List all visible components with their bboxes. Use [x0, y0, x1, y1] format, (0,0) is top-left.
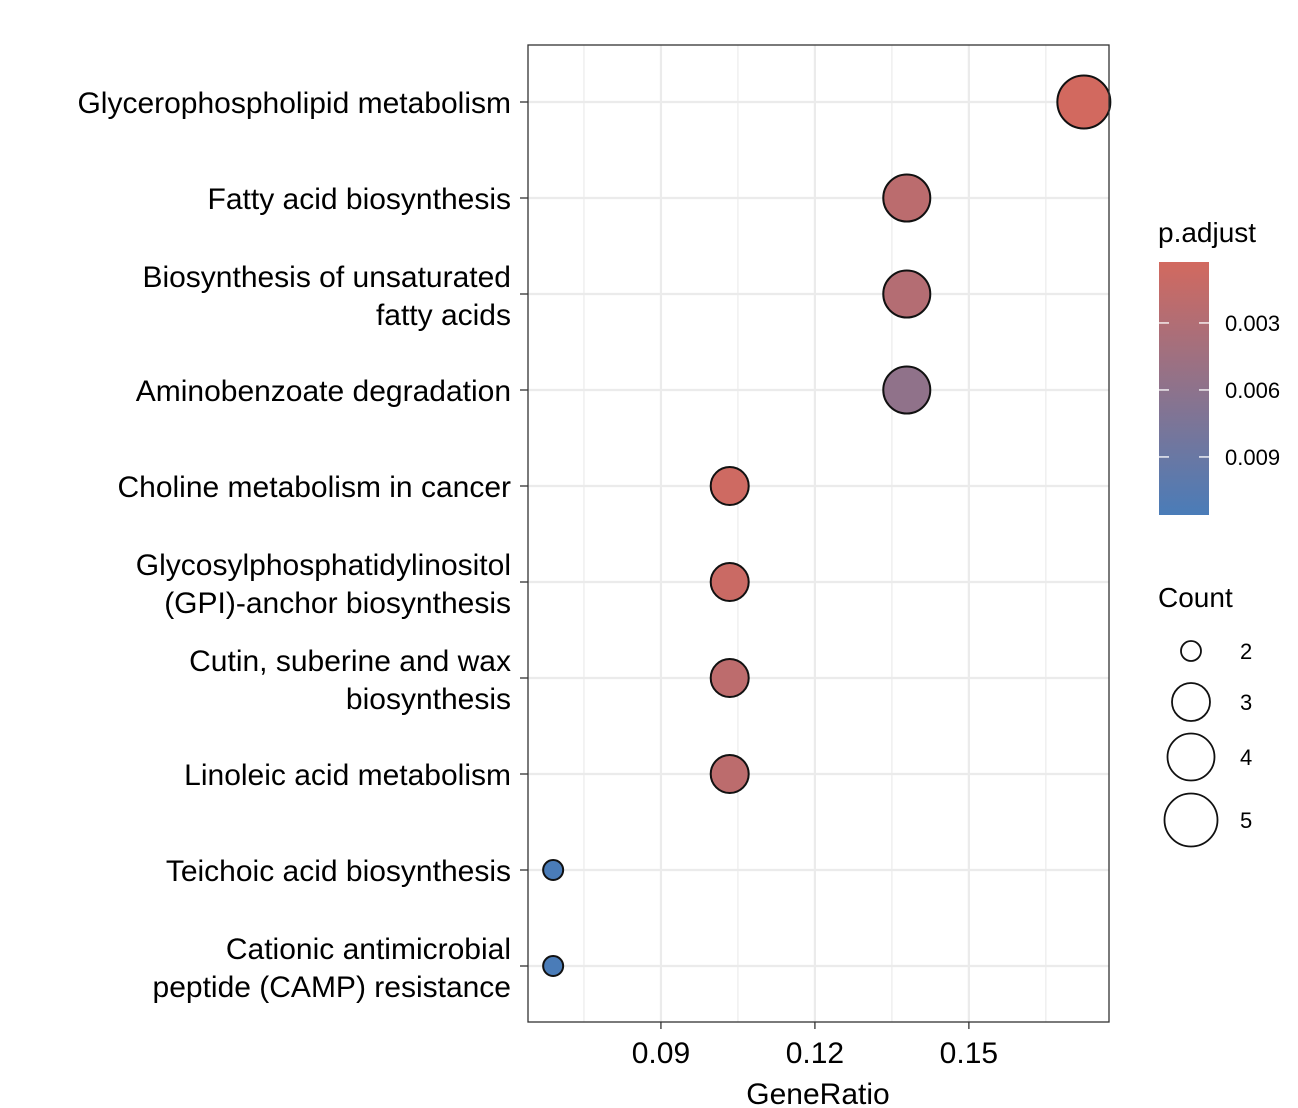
size-key-label: 4	[1240, 745, 1252, 770]
data-point	[709, 754, 750, 794]
points	[542, 74, 1112, 977]
x-tick-label: 0.12	[786, 1037, 844, 1070]
size-legend-title: Count	[1158, 582, 1233, 613]
color-tick-label: 0.006	[1225, 378, 1280, 403]
y-tick-label: Glycerophospholipid metabolism	[77, 87, 511, 120]
size-key-circle	[1163, 792, 1219, 848]
x-axis-title: GeneRatio	[746, 1078, 889, 1108]
size-key-circle	[1180, 640, 1202, 662]
color-bar	[1159, 262, 1209, 515]
y-tick-label: Aminobenzoate degradation	[136, 375, 511, 408]
size-key-label: 2	[1240, 639, 1252, 664]
size-key-label: 5	[1240, 808, 1252, 833]
size-key-label: 3	[1240, 690, 1252, 715]
y-tick-label: Cationic antimicrobial	[226, 933, 511, 966]
grid-lines	[528, 45, 1109, 1022]
x-tick-label: 0.09	[632, 1037, 690, 1070]
data-point	[542, 859, 565, 881]
y-tick-label: Choline metabolism in cancer	[117, 471, 511, 504]
x-axis-ticks: 0.09 0.12 0.15	[632, 1022, 998, 1070]
data-point	[709, 562, 750, 602]
color-legend-title: p.adjust	[1158, 217, 1256, 248]
y-tick-label: Cutin, suberine and wax	[189, 645, 511, 678]
y-tick-label: Fatty acid biosynthesis	[208, 183, 511, 216]
data-point	[1056, 74, 1112, 130]
data-point	[542, 955, 565, 977]
color-tick-label: 0.003	[1225, 311, 1280, 336]
y-tick-label: Biosynthesis of unsaturated	[142, 261, 511, 294]
y-tick-label: Teichoic acid biosynthesis	[166, 855, 511, 888]
data-point	[882, 269, 932, 319]
y-tick-label: (GPI)-anchor biosynthesis	[164, 587, 511, 620]
size-key-circle	[1171, 682, 1211, 722]
y-tick-label: fatty acids	[376, 299, 511, 332]
color-legend: p.adjust 0.003 0.006 0.009	[1158, 217, 1280, 515]
color-tick-label: 0.009	[1225, 445, 1280, 470]
y-tick-label: Linoleic acid metabolism	[184, 759, 511, 792]
y-axis-labels: Glycerophospholipid metabolism Fatty acid…	[77, 87, 528, 1004]
data-point	[882, 173, 932, 223]
size-legend: Count 2 3 4 5	[1158, 582, 1252, 848]
data-point	[882, 365, 932, 415]
panel-border	[527, 44, 1110, 1023]
y-tick-label: peptide (CAMP) resistance	[153, 971, 511, 1004]
data-point	[709, 466, 750, 506]
x-tick-label: 0.15	[940, 1037, 998, 1070]
size-key-circle	[1166, 732, 1216, 782]
y-tick-label: Glycosylphosphatidylinositol	[136, 549, 511, 582]
data-point	[709, 658, 750, 698]
y-tick-label: biosynthesis	[346, 683, 511, 716]
